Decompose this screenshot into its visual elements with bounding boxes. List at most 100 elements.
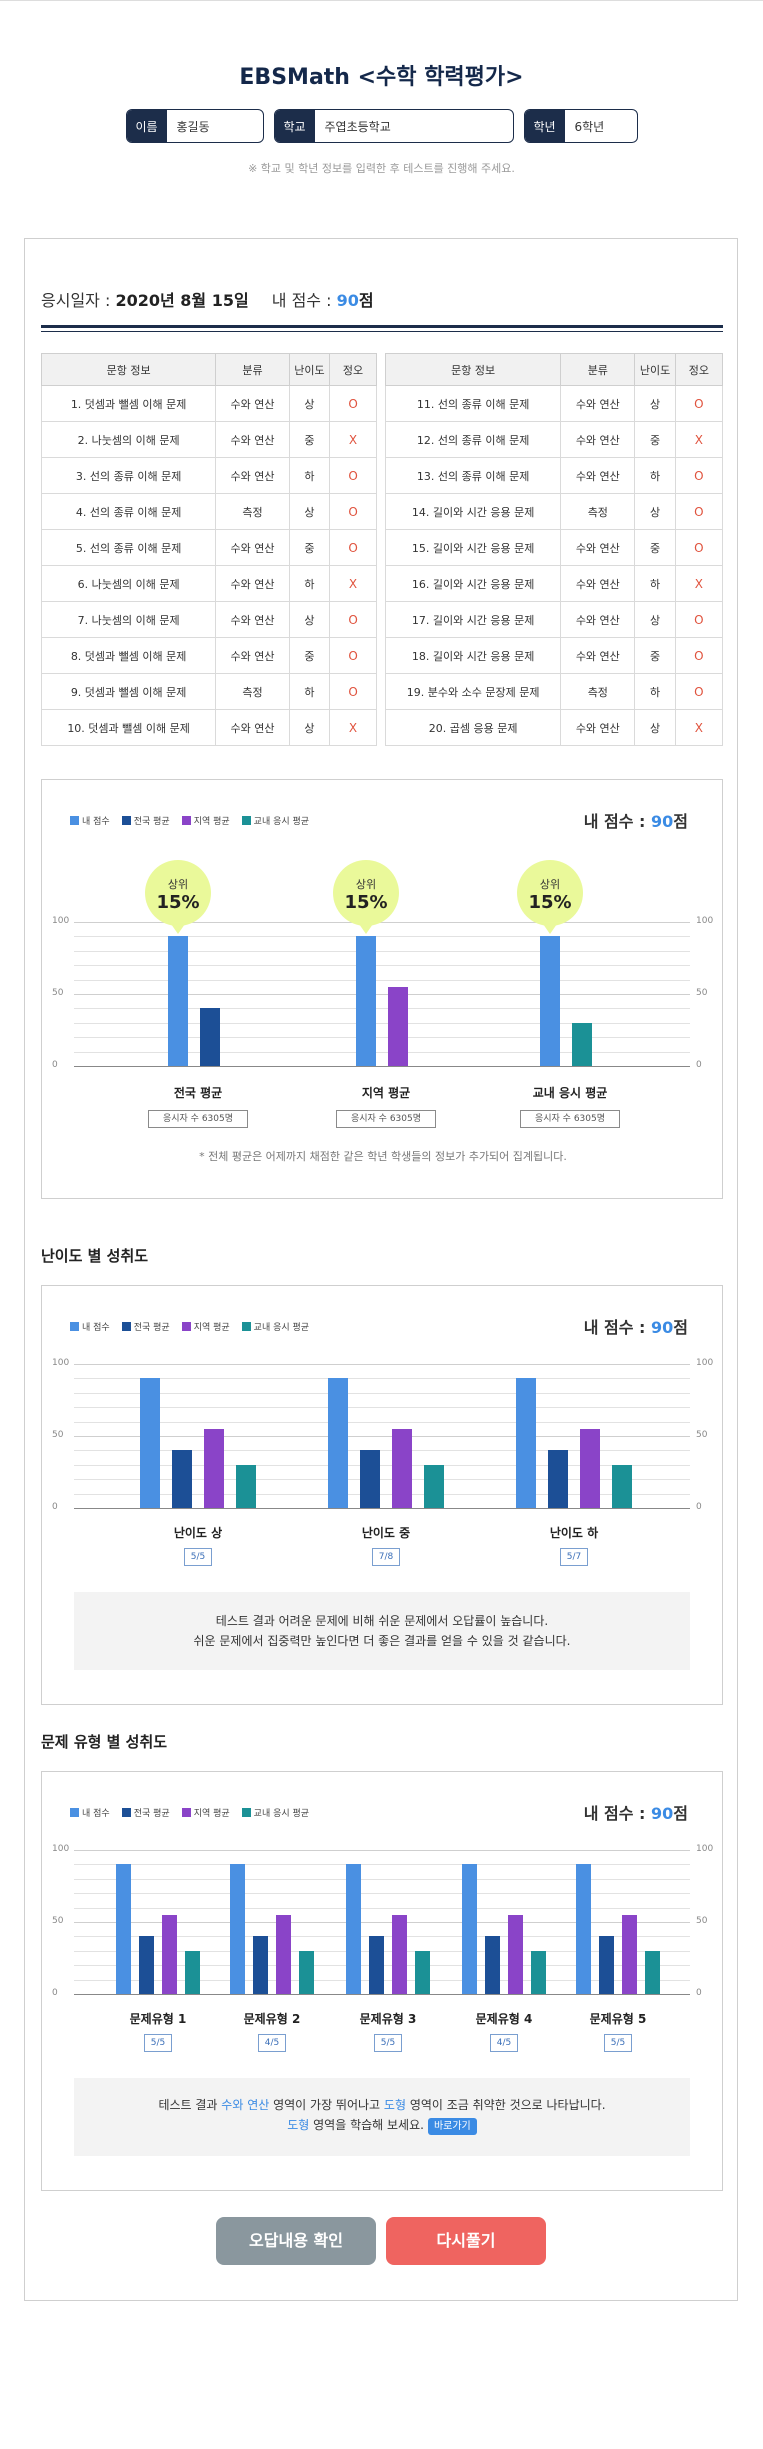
score-value: 90 (336, 291, 359, 310)
difficulty-cell: 하 (288, 673, 331, 710)
score-label: 내 점수 : (271, 291, 332, 310)
legend-label: 교내 응시 평균 (253, 1809, 310, 1819)
gridline (74, 1364, 690, 1365)
category-cell: 수와 연산 (560, 421, 636, 458)
chart-legend: 내 점수 전국 평균 지역 평균 교내 응시 평균 (70, 814, 309, 827)
my-score-summary: 내 점수 : 90점 (584, 1314, 688, 1338)
average-bar (388, 986, 408, 1066)
gridline (74, 1037, 690, 1039)
legend-item: 지역 평균 (181, 1320, 230, 1333)
legend-label: 내 점수 (82, 1809, 110, 1819)
my-score-summary: 내 점수 : 90점 (584, 1800, 688, 1824)
type-message: 테스트 결과 수와 연산 영역이 가장 뛰어나고 도형 영역이 조금 취약한 것… (74, 2078, 690, 2156)
average-bar (200, 1008, 220, 1066)
legend-label: 전국 평균 (133, 1809, 170, 1819)
table-row: 10. 덧셈과 뺄셈 이해 문제 수와 연산 상 X (40, 709, 377, 746)
grade-field[interactable]: 학년 6학년 (523, 109, 638, 143)
y-tick-label-right: 0 (696, 1502, 702, 1512)
grade-value[interactable]: 6학년 (574, 119, 605, 134)
y-tick-label-left: 50 (52, 1916, 64, 1926)
gridline (74, 1421, 690, 1423)
school-label: 학교 (274, 110, 315, 142)
my-score-unit: 점 (673, 1804, 688, 1823)
my-score-bar (168, 936, 188, 1066)
difficulty-cell: 하 (634, 457, 676, 494)
my-score-unit: 점 (673, 1318, 688, 1337)
review-wrong-answers-button[interactable]: 오답내용 확인 (216, 2217, 376, 2265)
regional-average-bar (392, 1428, 412, 1508)
legend-label: 지역 평균 (193, 1323, 230, 1333)
table-row: 13. 선의 종류 이해 문제 수와 연산 하 O (384, 457, 724, 494)
name-value[interactable]: 홍길동 (176, 119, 210, 134)
legend-swatch (181, 1808, 191, 1817)
correctness-cell: X (674, 565, 724, 602)
legend-swatch (241, 1322, 251, 1331)
correctness-cell: O (329, 457, 377, 494)
my-score-label: 내 점수 : (583, 812, 646, 831)
header-rule-thin (41, 331, 723, 332)
regional-average-bar (204, 1428, 224, 1508)
national-average-bar (139, 1936, 154, 1994)
column-header: 정오 (329, 353, 377, 386)
category-cell: 수와 연산 (560, 601, 636, 638)
correct-count: 5/5 (374, 2034, 402, 2052)
national-average-bar (485, 1936, 500, 1994)
category-cell: 수와 연산 (215, 385, 290, 422)
gridline (74, 936, 690, 938)
question-info-cell: 9. 덧셈과 뺄셈 이해 문제 (40, 673, 217, 710)
y-tick-label-right: 0 (696, 1988, 702, 1998)
category-label: 문제유형 2 (243, 2012, 301, 2026)
school-value[interactable]: 주엽초등학교 (324, 119, 391, 134)
difficulty-section-title: 난이도 별 성취도 (41, 1247, 149, 1265)
retry-button[interactable]: 다시풀기 (386, 2217, 546, 2265)
difficulty-cell: 상 (288, 493, 331, 530)
regional-average-bar (392, 1914, 407, 1994)
average-bar (572, 1022, 592, 1066)
table-row: 14. 길이와 시간 응용 문제 측정 상 O (384, 493, 724, 530)
name-field[interactable]: 이름 홍길동 (125, 109, 264, 143)
legend-item: 교내 응시 평균 (241, 1320, 309, 1333)
table-row: 6. 나눗셈의 이해 문제 수와 연산 하 X (40, 565, 377, 602)
national-average-bar (172, 1450, 192, 1508)
overall-comparison-chart: 내 점수 전국 평균 지역 평균 교내 응시 평균 내 점수 : 90점 * 전체 평… (41, 779, 723, 1199)
table-row: 9. 덧셈과 뺄셈 이해 문제 측정 하 O (40, 673, 377, 710)
legend-item: 교내 응시 평균 (241, 814, 310, 827)
column-header: 난이도 (634, 353, 676, 386)
difficulty-message: 테스트 결과 어려운 문제에 비해 쉬운 문제에서 오답률이 높습니다. 쉬운 … (74, 1592, 690, 1670)
rank-bubble: 상위 15% (333, 860, 399, 934)
national-average-bar (360, 1450, 380, 1508)
column-header: 난이도 (288, 353, 331, 386)
type-section-title: 문제 유형 별 성취도 (41, 1733, 168, 1751)
participant-count: 응시자 수 6305명 (148, 1110, 248, 1128)
go-study-button[interactable]: 바로가기 (427, 2118, 477, 2135)
difficulty-cell: 상 (634, 385, 676, 422)
rank-bubble: 상위 15% (145, 860, 211, 934)
legend-label: 교내 응시 평균 (253, 817, 310, 827)
my-score-number: 90 (651, 1804, 674, 1823)
difficulty-cell: 상 (288, 601, 331, 638)
my-score-number: 90 (651, 812, 674, 831)
difficulty-cell: 하 (288, 565, 331, 602)
my-score-bar (116, 1864, 131, 1994)
regional-average-bar (580, 1428, 600, 1508)
difficulty-chart: 내 점수 전국 평균 지역 평균 교내 응시 평균 내 점수 : 90점 테스트 결과… (41, 1285, 723, 1705)
message-line-1: 테스트 결과 수와 연산 영역이 가장 뛰어나고 도형 영역이 조금 취약한 것… (158, 2098, 606, 2112)
category-cell: 수와 연산 (215, 601, 290, 638)
y-tick-label-right: 50 (696, 1430, 708, 1440)
gridline (74, 1864, 690, 1866)
y-tick-label-left: 100 (52, 1358, 70, 1368)
category-cell: 수와 연산 (215, 529, 290, 566)
category-cell: 수와 연산 (560, 385, 636, 422)
legend-swatch (241, 1808, 251, 1817)
table-header-row: 문항 정보 분류 난이도 정오 (384, 353, 724, 386)
table-row: 19. 분수와 소수 문장제 문제 측정 하 O (384, 673, 724, 710)
gridline (74, 1878, 690, 1880)
school-field[interactable]: 학교 주엽초등학교 (273, 109, 514, 143)
question-info-cell: 1. 덧셈과 뺄셈 이해 문제 (40, 385, 217, 422)
category-label: 문제유형 1 (129, 2012, 187, 2026)
gridline (74, 1493, 690, 1495)
gridline (74, 1008, 690, 1010)
question-info-cell: 14. 길이와 시간 응용 문제 (384, 493, 562, 530)
legend-swatch (181, 1322, 191, 1331)
school-average-bar (531, 1950, 546, 1994)
